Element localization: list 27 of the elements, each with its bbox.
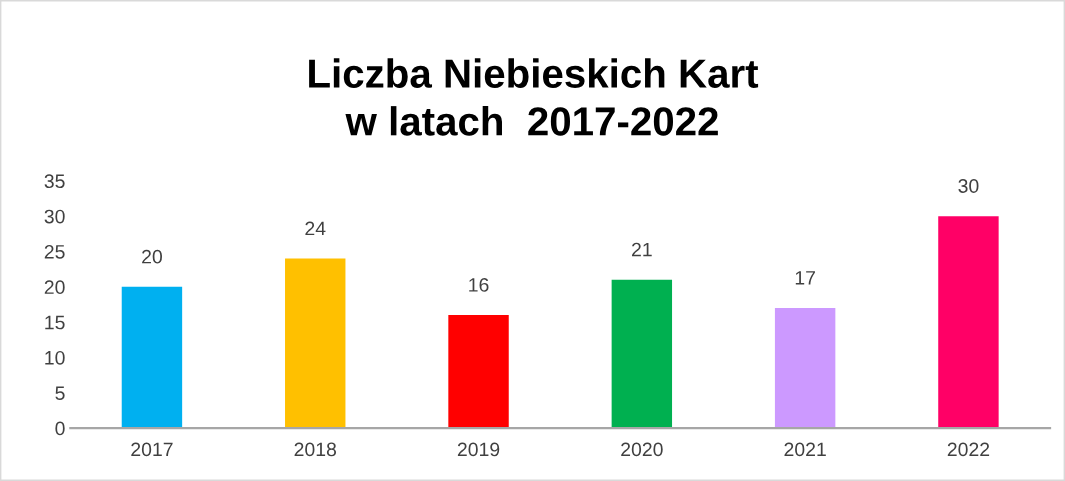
bar — [285, 258, 346, 429]
chart-title: Liczba Niebieskich Kart w latach 2017-2022 — [309, 58, 759, 136]
bar — [938, 216, 999, 429]
data-label: 16 — [469, 278, 489, 292]
bar — [611, 279, 673, 429]
y-tick-label: 0 — [55, 421, 65, 436]
x-tick-label: 2020 — [621, 442, 663, 457]
x-tick-label: 2022 — [947, 442, 990, 457]
x-tick-label: 2019 — [457, 442, 500, 457]
y-tick-label: 25 — [44, 244, 65, 259]
bar — [774, 308, 836, 429]
y-tick-label: 30 — [44, 209, 65, 224]
y-tick-label: 20 — [44, 280, 65, 295]
data-label: 20 — [142, 249, 162, 264]
data-label: 30 — [958, 179, 979, 193]
y-tick-label: 35 — [44, 174, 65, 189]
x-tick-label: 2018 — [294, 442, 337, 457]
x-tick-label: 2021 — [784, 442, 826, 457]
data-label: 24 — [305, 221, 326, 236]
y-tick-label: 15 — [45, 315, 65, 330]
x-tick-label: 2017 — [131, 442, 173, 457]
data-label: 21 — [632, 242, 652, 257]
bar — [121, 286, 183, 429]
bar — [448, 315, 509, 429]
data-label: 17 — [795, 271, 815, 285]
y-tick-label: 5 — [55, 386, 65, 401]
y-tick-label: 10 — [45, 350, 65, 365]
